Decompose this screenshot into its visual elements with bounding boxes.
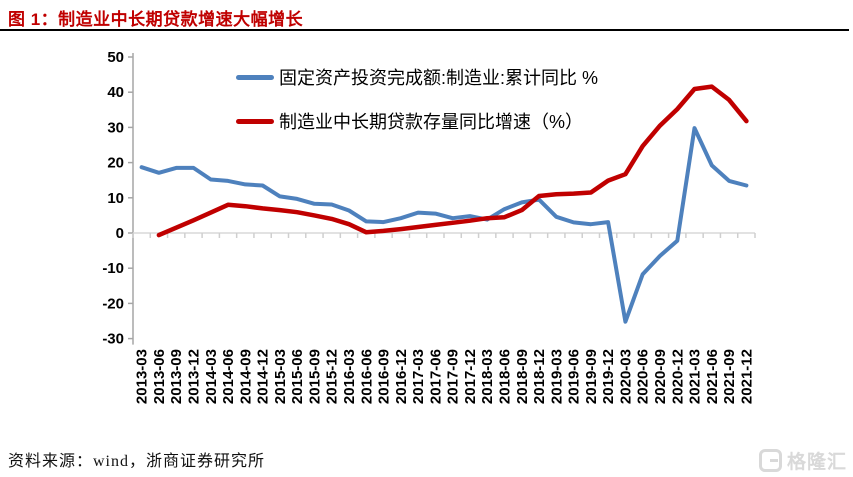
source-note: 资料来源：wind，浙商证券研究所 <box>8 453 266 470</box>
gelonghui-logo-icon <box>758 449 782 472</box>
x-axis-label: 2013-03 <box>134 349 151 404</box>
x-axis-label: 2019-09 <box>583 349 600 404</box>
x-axis-label: 2017-09 <box>445 349 462 404</box>
legend-line-blue-icon <box>236 74 274 80</box>
x-axis-label: 2019-06 <box>566 349 583 404</box>
x-axis-label: 2015-12 <box>324 349 341 404</box>
y-axis-label: 30 <box>107 119 124 136</box>
x-axis-label: 2021-09 <box>721 349 738 404</box>
legend-item-loans: 制造业中长期贷款存量同比增速（%） <box>236 107 598 135</box>
x-axis-label: 2013-12 <box>186 349 203 404</box>
series-line-fai <box>139 126 749 324</box>
x-axis-label: 2020-06 <box>635 349 652 404</box>
x-axis-label: 2013-09 <box>168 349 185 404</box>
x-axis-label: 2018-09 <box>514 349 531 404</box>
x-axis-label: 2021-12 <box>738 349 755 404</box>
x-axis-label: 2016-03 <box>341 349 358 404</box>
y-axis-label: 0 <box>116 225 124 242</box>
x-axis-label: 2018-06 <box>497 349 514 404</box>
x-axis-label: 2015-09 <box>306 349 323 404</box>
x-axis-label: 2020-03 <box>617 349 634 404</box>
x-axis-label: 2018-12 <box>531 349 548 404</box>
figure-title: 图 1：制造业中长期贷款增速大幅增长 <box>8 10 304 29</box>
y-axis-label: -20 <box>102 295 124 312</box>
y-axis-label: 50 <box>107 49 124 66</box>
x-axis-label: 2021-06 <box>704 349 721 404</box>
x-axis-label: 2020-09 <box>652 349 669 404</box>
y-axis-label: -10 <box>102 260 124 277</box>
y-axis-label: 40 <box>107 84 124 101</box>
gelonghui-watermark: 格隆汇 <box>758 447 847 474</box>
title-divider <box>0 29 849 31</box>
x-axis-label: 2014-09 <box>237 349 254 404</box>
x-axis-label: 2014-06 <box>220 349 237 404</box>
x-axis-label: 2017-03 <box>410 349 427 404</box>
legend-label-loans: 制造业中长期贷款存量同比增速（%） <box>279 112 584 132</box>
x-axis-label: 2019-03 <box>548 349 565 404</box>
legend-item-fai: 固定资产投资完成额:制造业:累计同比 % <box>236 63 598 91</box>
gelonghui-logo-text: 格隆汇 <box>786 452 847 473</box>
x-axis-label: 2013-06 <box>151 349 168 404</box>
y-axis-label: -30 <box>102 331 124 348</box>
y-axis-label: 20 <box>107 155 124 172</box>
x-axis-label: 2017-12 <box>462 349 479 404</box>
x-axis-label: 2020-12 <box>669 349 686 404</box>
x-axis-label: 2015-06 <box>289 349 306 404</box>
x-axis-label: 2016-12 <box>393 349 410 404</box>
x-axis-label: 2015-03 <box>272 349 289 404</box>
x-axis-label: 2016-09 <box>376 349 393 404</box>
chart-legend: 固定资产投资完成额:制造业:累计同比 % 制造业中长期贷款存量同比增速（%） <box>236 63 598 135</box>
x-axis-label: 2017-06 <box>427 349 444 404</box>
x-axis-label: 2018-03 <box>479 349 496 404</box>
x-axis-label: 2019-12 <box>600 349 617 404</box>
legend-label-fai: 固定资产投资完成额:制造业:累计同比 % <box>279 68 599 88</box>
x-axis-label: 2014-03 <box>203 349 220 404</box>
legend-line-red-icon <box>236 118 274 124</box>
x-axis-label: 2014-12 <box>255 349 272 404</box>
x-axis-label: 2016-06 <box>358 349 375 404</box>
y-axis-label: 10 <box>107 190 124 207</box>
x-axis-label: 2021-03 <box>687 349 704 404</box>
